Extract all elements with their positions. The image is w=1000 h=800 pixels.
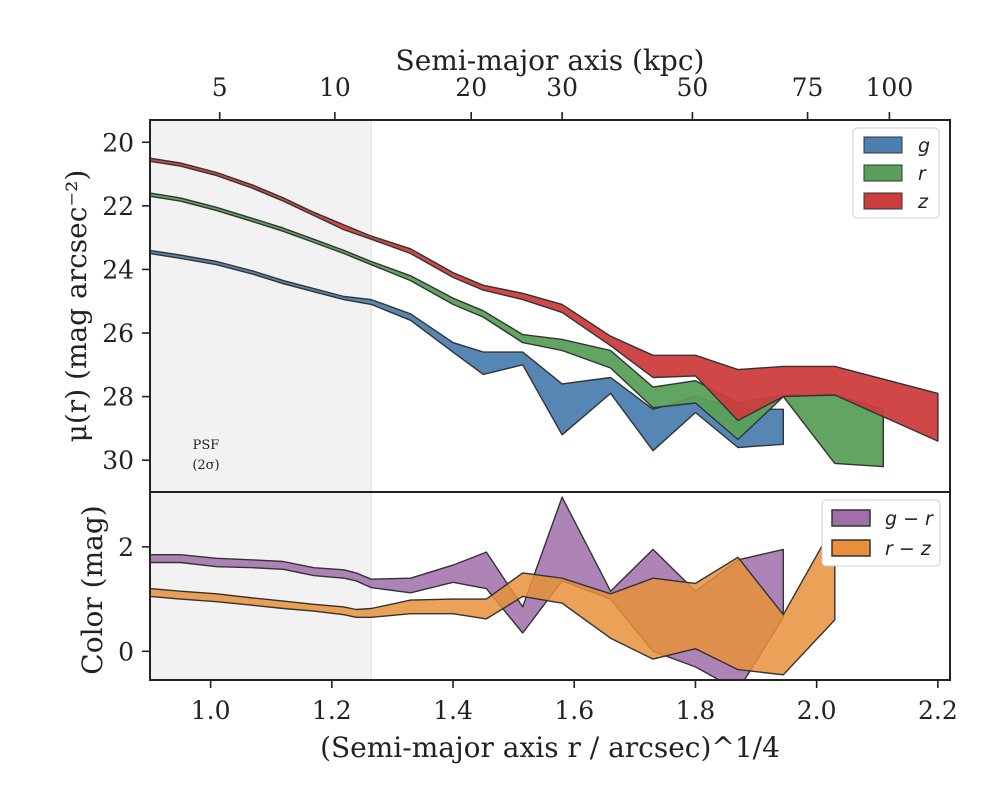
top-tick-label: 30 <box>546 73 578 102</box>
y-tick-labels-top: 20 22 24 26 28 30 <box>102 128 134 475</box>
axis-ticks <box>142 112 939 688</box>
legend-bottom: g − r r − z <box>821 499 941 567</box>
band-g <box>150 249 784 452</box>
psf-label: PSF <box>193 438 220 453</box>
x-tick-label: 1.6 <box>554 696 594 725</box>
top-axis-title: Semi-major axis (kpc) <box>396 44 705 77</box>
band-rz <box>150 522 836 676</box>
y-tick-labels-bottom: 0 2 <box>118 533 134 666</box>
x-tick-label: 2.2 <box>918 696 958 725</box>
psf-label-sigma: (2σ) <box>192 458 219 473</box>
y-tick-label: 20 <box>102 128 134 157</box>
legend-swatch-r <box>863 164 903 182</box>
y-tick-label: 22 <box>102 192 134 221</box>
color-bands <box>150 496 836 680</box>
top-tick-label: 5 <box>212 73 228 102</box>
x-tick-label: 1.8 <box>676 696 716 725</box>
y-axis-title-top: μ(r) (mag arcsec⁻²) <box>60 170 93 443</box>
legend-label-z: z <box>917 191 929 213</box>
y-axis-title-bottom: Color (mag) <box>76 505 109 674</box>
y-tick-label: 2 <box>118 533 134 562</box>
y-tick-label: 26 <box>102 319 134 348</box>
top-tick-label: 75 <box>792 73 824 102</box>
x-tick-labels: 1.0 1.2 1.4 1.6 1.8 2.0 2.2 <box>191 696 958 725</box>
top-tick-label: 100 <box>866 73 914 102</box>
legend-swatch-z <box>863 192 903 210</box>
legend-top: g r z <box>852 127 940 219</box>
legend-swatch-r-z <box>831 539 871 557</box>
y-tick-label: 24 <box>102 255 134 284</box>
x-tick-label: 1.0 <box>191 696 231 725</box>
legend-swatch-g <box>863 136 903 154</box>
x-tick-label: 1.2 <box>312 696 352 725</box>
legend-label-r-z: r − z <box>885 538 932 560</box>
band-z <box>150 157 939 442</box>
y-tick-label: 0 <box>118 637 134 666</box>
legend-swatch-g-r <box>831 509 871 527</box>
y-tick-label: 30 <box>102 446 134 475</box>
bottom-panel-frame <box>149 491 951 681</box>
y-tick-label: 28 <box>102 383 134 412</box>
top-tick-label: 10 <box>319 73 351 102</box>
top-axis-ticks: 5 10 20 30 50 75 100 <box>212 73 914 102</box>
legend-label-r: r <box>918 163 927 185</box>
surface-brightness-bands <box>150 157 939 468</box>
top-tick-label: 20 <box>455 73 487 102</box>
band-r <box>150 192 884 468</box>
top-tick-label: 50 <box>677 73 709 102</box>
x-tick-label: 1.4 <box>433 696 473 725</box>
psf-region <box>150 120 372 680</box>
x-axis-title: (Semi-major axis r / arcsec)^1/4 <box>320 731 780 764</box>
x-tick-label: 2.0 <box>797 696 837 725</box>
legend-label-g-r: g − r <box>885 508 934 530</box>
legend-label-g: g <box>918 135 930 157</box>
